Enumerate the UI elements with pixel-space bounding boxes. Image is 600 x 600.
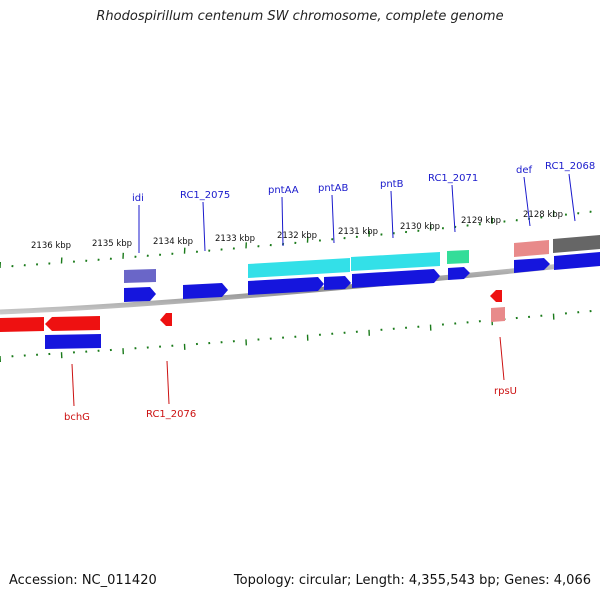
idi-gene-block[interactable] xyxy=(124,269,156,283)
pntab-cds-arrow[interactable] xyxy=(324,276,351,290)
scale-label-2133: 2133 kbp xyxy=(215,234,255,244)
def-gene-block[interactable] xyxy=(514,240,549,257)
gene-label-pntab[interactable]: pntAB xyxy=(318,183,348,194)
pntaa-cds-arrow[interactable] xyxy=(248,277,324,295)
gene-label-bchg[interactable]: bchG xyxy=(64,412,90,423)
gene-label-rc1-2071[interactable]: RC1_2071 xyxy=(428,173,478,184)
upstream-reverse-cds-arrow[interactable] xyxy=(0,317,44,332)
pntb-gene-block[interactable] xyxy=(351,252,440,271)
reverse-cds-arrows xyxy=(0,290,502,332)
gene-label-pntaa[interactable]: pntAA xyxy=(268,185,299,196)
pntaa-gene-block[interactable] xyxy=(248,258,350,278)
scale-label-2136: 2136 kbp xyxy=(31,241,71,251)
gene-label-rc1-2075[interactable]: RC1_2075 xyxy=(180,190,230,201)
rpsu-gene-block[interactable] xyxy=(491,307,505,322)
pntab-leader-line xyxy=(331,194,335,244)
rc1-2076-cds-arrow[interactable] xyxy=(160,313,172,326)
gene-label-def[interactable]: def xyxy=(516,165,533,176)
gene-label-rc1-2076[interactable]: RC1_2076 xyxy=(146,409,196,420)
scale-label-2130: 2130 kbp xyxy=(400,222,440,232)
def-cds-arrow[interactable] xyxy=(514,258,550,273)
rc1-2075-cds-arrow[interactable] xyxy=(183,283,228,299)
forward-cds-arrows xyxy=(124,252,600,302)
gene-label-rc1-2068[interactable]: RC1_2068 xyxy=(545,161,595,172)
rc1-2068-cds-arrow[interactable] xyxy=(554,252,600,270)
pntb-leader-line xyxy=(390,190,394,239)
pntaa-leader-line xyxy=(281,196,284,247)
bchg-leader-line xyxy=(71,363,75,407)
rc1-2071-gene-block[interactable] xyxy=(447,250,469,264)
rc1-2071-cds-arrow[interactable] xyxy=(448,267,470,280)
gene-features-inner xyxy=(45,307,505,349)
rpsu-cds-arrow[interactable] xyxy=(490,290,502,302)
gene-labels-bottom: bchG RC1_2076 rpsU xyxy=(64,386,517,423)
rc1-2076-leader-line xyxy=(166,360,170,405)
pntb-cds-arrow[interactable] xyxy=(352,269,440,288)
rc1-2075-leader-line xyxy=(202,201,206,252)
genome-summary-text: Topology: circular; Length: 4,355,543 bp… xyxy=(233,573,591,588)
rc1-2068-leader-line xyxy=(568,173,576,222)
gene-label-rpsu[interactable]: rpsU xyxy=(494,386,517,397)
bchg-cds-arrow[interactable] xyxy=(45,316,100,331)
accession-text: Accession: NC_011420 xyxy=(9,573,157,588)
rc1-2071-leader-line xyxy=(451,184,456,233)
gene-label-idi[interactable]: idi xyxy=(132,193,144,204)
idi-cds-arrow[interactable] xyxy=(124,287,156,302)
scale-label-2135: 2135 kbp xyxy=(92,239,132,249)
rpsu-leader-line xyxy=(499,336,505,381)
chromosome-backbone xyxy=(0,259,600,315)
gene-leader-lines xyxy=(71,173,576,407)
scale-label-2132: 2132 kbp xyxy=(277,231,317,241)
gene-features-outer xyxy=(124,235,600,283)
scale-label-2129: 2129 kbp xyxy=(461,216,501,226)
rc1-2068-gene-block[interactable] xyxy=(553,235,600,253)
bchg-gene-block[interactable] xyxy=(45,334,101,349)
scale-label-2134: 2134 kbp xyxy=(153,237,193,247)
def-leader-line xyxy=(523,176,531,227)
scale-labels: 2136 kbp 2135 kbp 2134 kbp 2133 kbp 2132… xyxy=(31,210,563,251)
scale-label-2131: 2131 kbp xyxy=(338,227,378,237)
scale-label-2128: 2128 kbp xyxy=(523,210,563,220)
gene-labels-top: idi RC1_2075 pntAA pntAB pntB RC1_2071 d… xyxy=(132,161,595,204)
map-title: Rhodospirillum centenum SW chromosome, c… xyxy=(96,9,504,24)
gene-label-pntb[interactable]: pntB xyxy=(380,179,404,190)
forward-scale-ticks xyxy=(0,210,592,269)
